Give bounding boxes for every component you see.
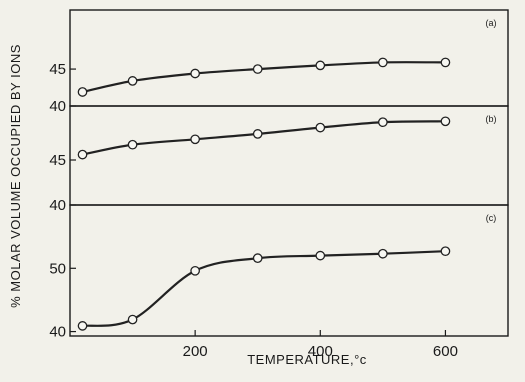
data-point <box>77 321 88 331</box>
data-point <box>190 134 200 145</box>
data-point <box>127 76 138 86</box>
panel-a: (a) 40 45 <box>49 9 509 115</box>
data-point <box>77 149 88 160</box>
panel-c: (c) 40 50 <box>49 204 509 341</box>
panel-label: (b) <box>486 114 497 124</box>
data-point <box>77 87 88 97</box>
data-point <box>440 246 451 257</box>
data-point <box>378 117 388 128</box>
panel-label: (c) <box>486 213 497 223</box>
data-point <box>315 250 326 261</box>
x-axis: 200 400 600 <box>183 330 458 360</box>
data-point <box>190 265 200 276</box>
data-point <box>378 248 388 259</box>
data-point <box>127 139 138 150</box>
data-point <box>440 57 451 68</box>
data-point <box>252 64 263 74</box>
data-point <box>315 60 326 71</box>
x-tick-label: 600 <box>433 343 458 360</box>
panel-b: (b) 40 45 <box>49 105 509 214</box>
data-point <box>190 68 200 79</box>
y-tick-label: 45 <box>49 61 66 78</box>
panel-label: (a) <box>486 18 497 28</box>
series-line <box>81 250 447 327</box>
series-line <box>81 61 447 94</box>
x-tick-label: 200 <box>183 343 208 360</box>
y-axis-title: % MOLAR VOLUME OCCUPIED BY IONS <box>8 44 23 308</box>
y-tick-label: 40 <box>49 98 66 115</box>
y-tick-label: 50 <box>49 260 66 277</box>
data-point <box>315 122 326 133</box>
panel-frame <box>69 204 509 337</box>
panel-frame <box>69 9 509 107</box>
chart-panels: (a) 40 45 (b) 40 45 (c) 40 50 <box>49 9 509 341</box>
data-point <box>378 57 388 68</box>
y-tick-label: 40 <box>49 324 66 341</box>
data-point <box>127 314 138 325</box>
x-axis-title: TEMPERATURE,°c <box>247 352 367 367</box>
y-tick-label: 45 <box>49 152 66 169</box>
data-point <box>440 116 451 127</box>
series-line <box>81 120 447 156</box>
data-point <box>252 129 263 139</box>
y-tick-label: 40 <box>49 197 66 214</box>
data-point <box>252 253 263 264</box>
x-tick-label: 400 <box>308 343 333 360</box>
